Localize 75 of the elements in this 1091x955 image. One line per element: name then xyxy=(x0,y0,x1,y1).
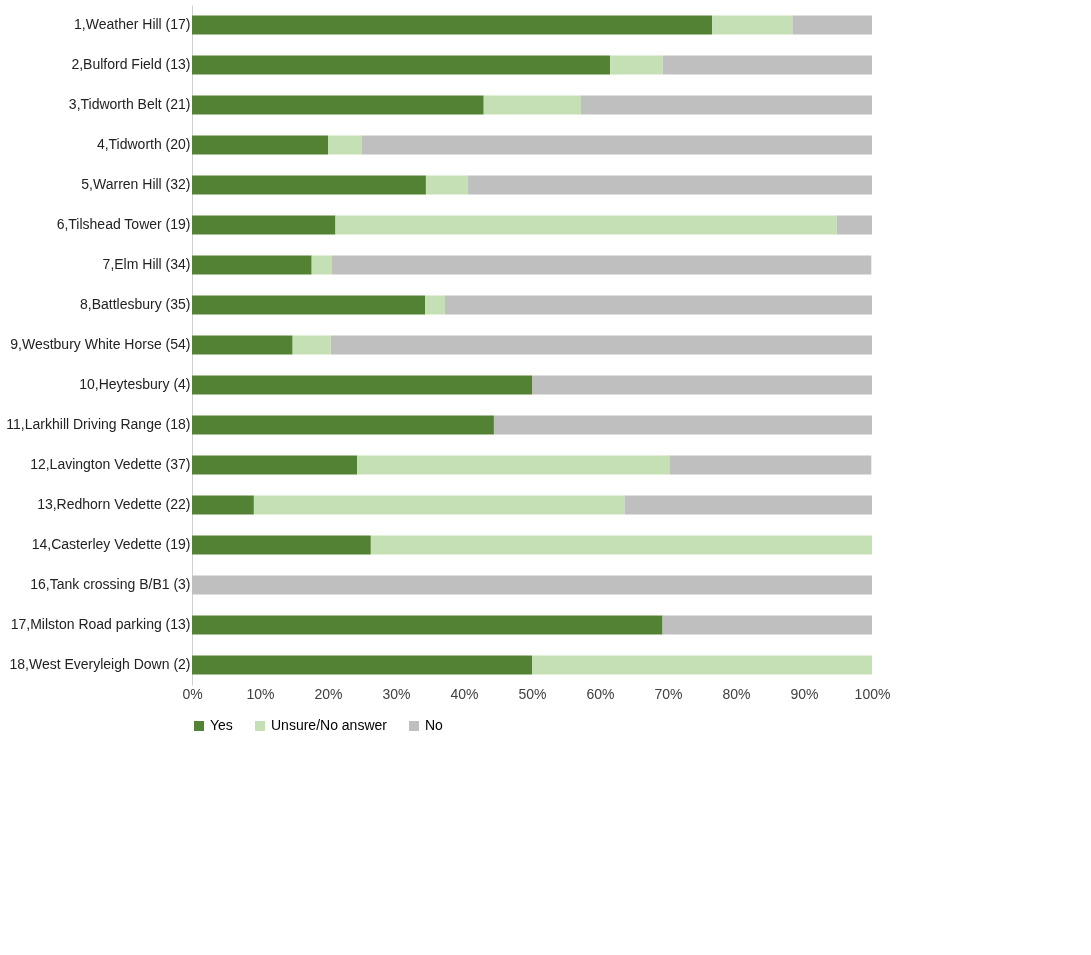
y-tick-label: 3,Tidworth Belt (21) xyxy=(68,96,191,112)
x-tick-label: 20% xyxy=(314,685,343,702)
bar xyxy=(192,175,426,195)
y-tick-label: 8,Battlesbury (35) xyxy=(80,296,191,312)
bar xyxy=(662,55,872,75)
y-tick-label: 1,Weather Hill (17) xyxy=(74,16,191,32)
x-tick-label: 100% xyxy=(854,685,891,702)
x-tick-label: 10% xyxy=(246,685,275,702)
bar xyxy=(328,135,362,155)
bar xyxy=(425,295,445,315)
bar xyxy=(669,455,872,475)
bar xyxy=(192,135,328,155)
bar xyxy=(357,455,670,475)
bar xyxy=(370,535,872,555)
bar xyxy=(662,615,872,635)
y-tick-label: 12,Lavington Vedette (37) xyxy=(30,456,191,472)
bar xyxy=(192,55,611,75)
bar xyxy=(468,175,872,195)
legend-label: Yes xyxy=(210,717,233,733)
bar xyxy=(311,255,332,275)
bar xyxy=(532,375,872,395)
y-tick-label: 17,Milston Road parking (13) xyxy=(10,616,191,632)
bar xyxy=(483,95,581,115)
y-tick-label: 6,Tilshead Tower (19) xyxy=(56,216,191,232)
bar xyxy=(192,575,872,595)
y-tick-label: 13,Redhorn Vedette (22) xyxy=(37,496,191,512)
y-tick-label: 9,Westbury White Horse (54) xyxy=(10,336,191,352)
bar xyxy=(362,135,872,155)
legend-label: Unsure/No answer xyxy=(271,717,388,733)
y-tick-label: 7,Elm Hill (34) xyxy=(102,256,191,272)
bar xyxy=(192,335,293,355)
bar xyxy=(192,255,312,275)
bar xyxy=(192,295,426,315)
bar xyxy=(331,255,872,275)
y-tick-label: 4,Tidworth (20) xyxy=(96,136,191,152)
y-tick-label: 14,Casterley Vedette (19) xyxy=(31,536,191,552)
y-tick-label: 11,Larkhill Driving Range (18) xyxy=(6,416,191,432)
bar xyxy=(192,655,532,675)
x-tick-label: 50% xyxy=(518,685,547,702)
bar xyxy=(192,95,484,115)
bar xyxy=(192,615,663,635)
bar xyxy=(532,655,872,675)
bar xyxy=(192,15,713,35)
bar xyxy=(335,215,837,235)
x-tick-label: 90% xyxy=(790,685,819,702)
bar xyxy=(580,95,872,115)
y-tick-label: 10,Heytesbury (4) xyxy=(79,376,191,392)
bar xyxy=(624,495,872,515)
bar xyxy=(444,295,872,315)
x-tick-label: 40% xyxy=(450,685,479,702)
x-tick-label: 80% xyxy=(722,685,751,702)
x-tick-label: 0% xyxy=(182,685,203,702)
bar xyxy=(292,335,331,355)
y-tick-label: 16,Tank crossing B/B1 (3) xyxy=(30,576,191,592)
bar xyxy=(192,535,371,555)
y-tick-label: 18,West Everyleigh Down (2) xyxy=(9,656,191,672)
bar xyxy=(792,15,872,35)
bar xyxy=(493,415,872,435)
x-tick-label: 70% xyxy=(654,685,683,702)
y-tick-label: 5,Warren Hill (32) xyxy=(81,176,191,192)
bar xyxy=(330,335,872,355)
y-tick-label: 2,Bulford Field (13) xyxy=(71,56,191,72)
bar xyxy=(425,175,469,195)
bar xyxy=(192,455,358,475)
bar xyxy=(253,495,625,515)
x-tick-label: 30% xyxy=(382,685,411,702)
bar xyxy=(836,215,872,235)
bar xyxy=(192,495,254,515)
legend-label: No xyxy=(425,717,444,733)
bar xyxy=(192,215,336,235)
bar xyxy=(192,415,494,435)
x-tick-label: 60% xyxy=(586,685,615,702)
bar xyxy=(192,375,532,395)
bar xyxy=(610,55,663,75)
bar xyxy=(712,15,793,35)
